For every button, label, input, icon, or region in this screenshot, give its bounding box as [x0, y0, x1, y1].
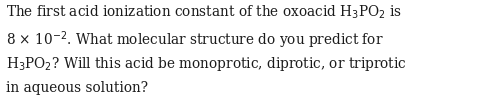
Text: The first acid ionization constant of the oxoacid H$_3$PO$_2$ is: The first acid ionization constant of th… — [6, 3, 402, 21]
Text: 8 × 10$^{-2}$. What molecular structure do you predict for: 8 × 10$^{-2}$. What molecular structure … — [6, 29, 383, 51]
Text: H$_3$PO$_2$? Will this acid be monoprotic, diprotic, or triprotic: H$_3$PO$_2$? Will this acid be monoproti… — [6, 55, 407, 73]
Text: in aqueous solution?: in aqueous solution? — [6, 81, 148, 95]
